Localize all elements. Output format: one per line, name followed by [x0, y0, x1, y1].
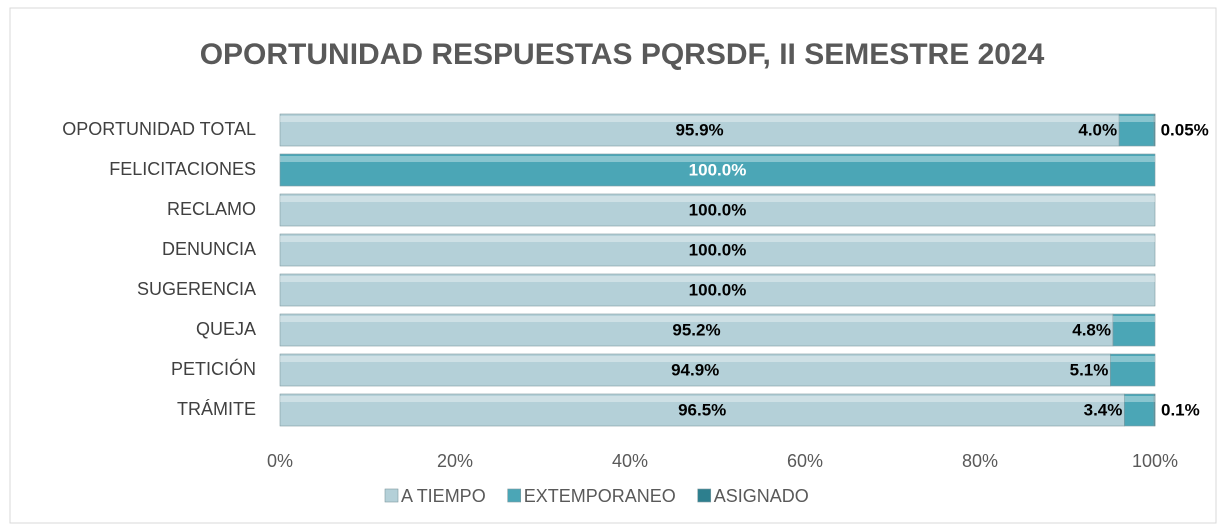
bar-segment — [279, 233, 1156, 267]
x-tick-label: 100% — [1132, 451, 1178, 471]
bar-shine — [1124, 396, 1155, 402]
bar-shine — [280, 236, 1155, 242]
x-tick-label: 40% — [612, 451, 648, 471]
bar-segment — [279, 153, 1156, 187]
bar-shine — [280, 196, 1155, 202]
bar-segment — [1124, 393, 1155, 427]
x-tick-label: 0% — [267, 451, 293, 471]
data-label: 100.0% — [689, 240, 747, 259]
x-tick-label: 60% — [787, 451, 823, 471]
bar-segment — [279, 393, 1125, 427]
bar-shine — [1154, 396, 1156, 402]
legend-label: A TIEMPO — [401, 486, 486, 506]
bar-segment — [279, 273, 1156, 307]
y-tick-label: TRÁMITE — [177, 399, 256, 419]
bar-shine — [1110, 356, 1155, 362]
data-label: 100.0% — [689, 200, 747, 219]
data-label: 95.2% — [672, 320, 720, 339]
data-label: 100.0% — [689, 160, 747, 179]
bar-shine — [280, 356, 1111, 362]
bar-segment — [1112, 313, 1156, 347]
bar-segment — [279, 313, 1114, 347]
y-tick-label: DENUNCIA — [162, 239, 256, 259]
bar-shine — [280, 396, 1125, 402]
legend-swatch — [697, 488, 712, 503]
y-tick-label: SUGERENCIA — [137, 279, 256, 299]
x-tick-label: 20% — [437, 451, 473, 471]
data-label: 4.8% — [1072, 320, 1111, 339]
bar-shine — [280, 276, 1155, 282]
data-label: 94.9% — [671, 360, 719, 379]
bar-segment — [279, 113, 1120, 147]
bar-shine — [1113, 316, 1155, 322]
x-tick-label: 80% — [962, 451, 998, 471]
legend-label: ASIGNADO — [714, 486, 809, 506]
y-tick-label: QUEJA — [196, 319, 256, 339]
data-label: 100.0% — [689, 280, 747, 299]
y-tick-label: PETICIÓN — [171, 358, 256, 379]
data-label: 3.4% — [1084, 400, 1123, 419]
bar-segment — [1153, 113, 1156, 147]
legend-label: EXTEMPORANEO — [524, 486, 676, 506]
legend-swatch — [384, 488, 399, 503]
y-tick-label: OPORTUNIDAD TOTAL — [62, 119, 256, 139]
data-label: 4.0% — [1078, 120, 1117, 139]
legend-swatch — [507, 488, 522, 503]
bar-shine — [280, 316, 1113, 322]
bar-segment — [1153, 393, 1156, 427]
bar-shine — [1154, 116, 1156, 122]
bar-segment — [1110, 353, 1156, 387]
data-label: 0.1% — [1161, 400, 1200, 419]
data-label: 5.1% — [1070, 360, 1109, 379]
bar-segment — [279, 353, 1111, 387]
bar-shine — [280, 156, 1155, 162]
y-tick-label: FELICITACIONES — [109, 159, 256, 179]
bar-shine — [280, 116, 1120, 122]
bar-shine — [1119, 116, 1155, 122]
data-label: 0.05% — [1161, 120, 1209, 139]
data-label: 95.9% — [675, 120, 723, 139]
y-tick-label: RECLAMO — [167, 199, 256, 219]
chart-title: OPORTUNIDAD RESPUESTAS PQRSDF, II SEMEST… — [200, 38, 1045, 71]
bar-segment — [279, 193, 1156, 227]
data-label: 96.5% — [678, 400, 726, 419]
